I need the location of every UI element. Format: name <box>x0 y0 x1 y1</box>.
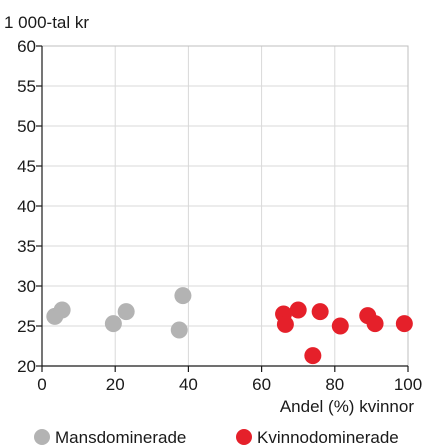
legend: Mansdominerade Kvinnodominerade <box>34 428 399 447</box>
data-point-kvinnodominerade <box>395 315 413 333</box>
y-tick-label: 25 <box>17 317 36 336</box>
x-tick-label: 100 <box>394 375 422 394</box>
y-tick-label: 20 <box>17 357 36 376</box>
data-point-kvinnodominerade <box>331 317 349 335</box>
y-axis: 20 25 30 35 40 45 50 55 60 <box>17 37 42 376</box>
data-points <box>46 287 413 365</box>
y-tick-label: 50 <box>17 117 36 136</box>
y-tick-label: 30 <box>17 277 36 296</box>
x-tick-label: 40 <box>179 375 198 394</box>
grid <box>41 45 409 367</box>
data-point-kvinnodominerade <box>289 301 307 319</box>
x-tick-label: 0 <box>37 375 46 394</box>
data-point-mansdominerade <box>117 303 135 321</box>
y-tick-label: 45 <box>17 157 36 176</box>
data-point-mansdominerade <box>174 287 192 305</box>
x-axis: 0 20 40 60 80 100 <box>37 366 422 394</box>
x-axis-title: Andel (%) kvinnor <box>280 397 415 416</box>
legend-marker-mansdominerade <box>34 429 50 445</box>
data-point-mansdominerade <box>53 301 71 319</box>
data-point-mansdominerade <box>170 321 188 339</box>
y-axis-title: 1 000-tal kr <box>4 13 89 32</box>
data-point-kvinnodominerade <box>276 315 294 333</box>
y-tick-label: 40 <box>17 197 36 216</box>
legend-label-mansdominerade: Mansdominerade <box>55 428 186 447</box>
data-point-kvinnodominerade <box>366 315 384 333</box>
y-tick-label: 60 <box>17 37 36 56</box>
legend-label-kvinnodominerade: Kvinnodominerade <box>257 428 399 447</box>
y-tick-label: 35 <box>17 237 36 256</box>
x-tick-label: 80 <box>325 375 344 394</box>
data-point-kvinnodominerade <box>304 347 322 365</box>
x-tick-label: 20 <box>106 375 125 394</box>
data-point-mansdominerade <box>104 315 122 333</box>
y-tick-label: 55 <box>17 77 36 96</box>
data-point-kvinnodominerade <box>311 303 329 321</box>
x-tick-label: 60 <box>252 375 271 394</box>
legend-marker-kvinnodominerade <box>236 429 252 445</box>
